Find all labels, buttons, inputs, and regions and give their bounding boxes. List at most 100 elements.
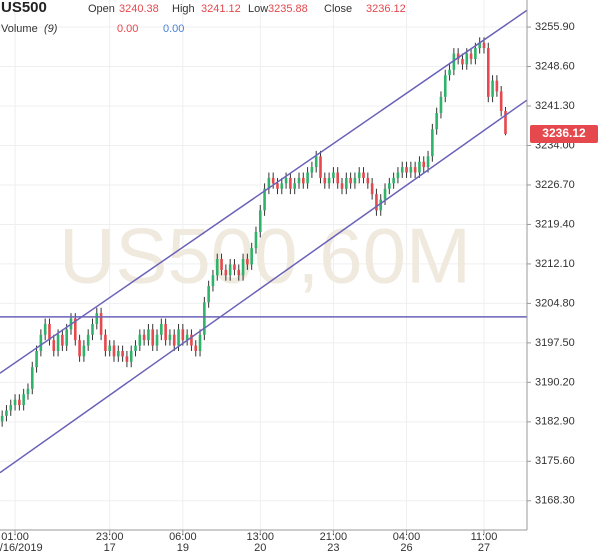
x-tick-date: 26 [400,542,412,554]
candle-body [246,259,249,265]
candle-body [86,334,90,346]
x-tick-date: 12/16/2019 [0,542,43,554]
candle-body [108,345,112,351]
x-tick-label: 06:00 [169,531,197,543]
y-tick-label: 3255.90 [535,21,575,33]
candle-body [486,48,490,97]
candle-body [319,156,322,178]
symbol: US500 [1,0,47,16]
candle-body [431,129,434,157]
candle-body [95,313,99,324]
candle-body [129,350,133,362]
candle-body [164,323,167,341]
candle-body [168,334,172,341]
trend-line [0,9,528,374]
x-tick-label: 23:00 [96,531,124,543]
candle-body [388,183,391,189]
candle-body [0,415,4,422]
candle-body [48,323,51,341]
candle-body [35,350,38,368]
ohlc-value: 3240.38 [119,3,159,15]
y-tick-label: 3241.30 [535,100,575,112]
candle-body [280,183,284,189]
candle-body [392,177,395,184]
candle-body [198,334,202,351]
candle-body [289,177,292,189]
candle-body [301,177,305,184]
candle-body [9,405,13,411]
candle-body [13,399,17,406]
candle-body [91,323,94,335]
ohlc-value: 3241.12 [201,3,241,15]
candle-body [258,210,262,233]
y-tick-label: 3248.60 [535,60,575,72]
y-tick-label: 3197.50 [535,337,575,349]
candle-body [211,275,215,287]
candle-body [375,194,378,211]
candle-body [241,259,245,276]
y-tick-label: 3190.20 [535,376,575,388]
candle-body [413,167,417,173]
candle-body [357,172,361,178]
y-tick-label: 3204.80 [535,297,575,309]
candle-body [474,48,477,59]
candle-body [448,69,451,76]
candle-body [61,334,64,346]
candle-body [495,80,499,92]
candle-body [185,334,189,341]
candle-body [271,177,275,184]
candle-body [39,334,43,351]
candle-body [78,340,81,357]
candle-body [267,177,271,189]
ohlc-label: Open [88,3,115,15]
y-tick-label: 3226.70 [535,179,575,191]
candle-body [366,177,370,184]
candle-body [491,80,494,97]
y-tick-label: 3212.10 [535,258,575,270]
candle-body [465,53,469,65]
candle-body [323,177,327,184]
candle-body [43,323,47,335]
candle-body [504,110,507,135]
volume-value: 0.00 [163,23,184,35]
candle-body [207,286,210,303]
candle-body [99,313,103,335]
candle-body [499,91,503,111]
candle-body [469,53,473,59]
candle-body [362,172,365,178]
candle-body [306,172,309,184]
candle-body [121,350,124,357]
candle-body [345,177,348,189]
candle-body [82,345,86,357]
candle-body [104,334,107,351]
candle-body [409,167,413,173]
candle-body [52,340,56,351]
candle-body [142,334,146,341]
candle-body [134,345,137,351]
candle-body [26,388,30,395]
x-tick-date: 27 [478,542,490,554]
candle-body [233,264,236,270]
candle-body [336,172,340,184]
x-tick-date: 19 [177,542,189,554]
candle-body [160,323,163,335]
candle-body [181,329,185,341]
candle-body [22,394,25,406]
ohlc-label: Close [324,3,352,15]
candle-body [155,334,159,346]
candle-body [224,269,228,276]
volume-value: 0.00 [117,23,138,35]
candle-body [254,232,258,249]
price-tag-label: 3236.12 [542,126,586,140]
candle-body [400,167,404,173]
candle-body [452,53,456,70]
candle-body [293,183,296,189]
candle-body [18,399,21,406]
candle-body [482,42,486,49]
candle-body [112,345,116,357]
candle-body [228,264,232,276]
candle-body [314,156,318,168]
trend-line [0,99,528,474]
ohlc-value: 3235.88 [268,3,308,15]
candle-body [215,259,219,276]
